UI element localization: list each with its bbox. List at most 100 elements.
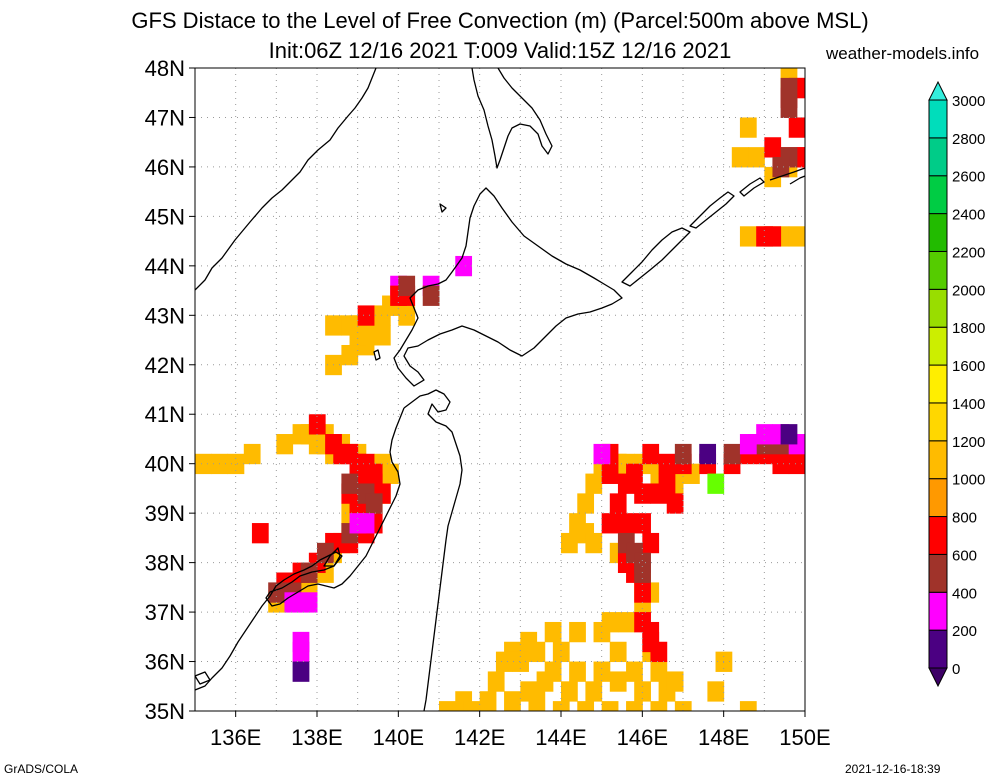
field-cell: [528, 641, 546, 663]
field-cell: [666, 493, 684, 514]
field-cell: [341, 473, 359, 494]
field-cell: [552, 701, 570, 711]
field-cell: [780, 424, 798, 445]
coastline: [195, 68, 805, 711]
field-cell: [642, 443, 660, 465]
field-cell: [707, 681, 725, 702]
lat-lon-grid: [195, 68, 805, 711]
northern-kurils-coastline: [769, 167, 805, 185]
field-cell: [658, 473, 676, 494]
field-cell: [788, 226, 805, 247]
urup-coastline: [739, 177, 765, 197]
sakhalin-coastline: [471, 68, 553, 169]
field-cell: [601, 701, 619, 711]
field-cell: [195, 453, 212, 475]
field-cell: [626, 701, 643, 711]
field-cell: [577, 701, 595, 711]
field-cell: [569, 621, 586, 643]
lat-tick-label: 37N: [145, 600, 185, 625]
field-cell: [455, 255, 473, 277]
lon-tick-label: 136E: [210, 725, 261, 750]
field-cell: [251, 523, 269, 544]
field-cell: [634, 681, 651, 702]
field-cell: [365, 493, 383, 514]
field-cell: [796, 77, 805, 99]
field-cell: [300, 592, 318, 613]
field-cell: [674, 701, 692, 711]
field-cell: [601, 513, 619, 534]
field-cell: [666, 671, 684, 692]
field-cell: [325, 315, 342, 336]
field-cell: [609, 671, 627, 692]
colorbar-segment: [928, 440, 948, 480]
colorbar-segment: [928, 629, 948, 669]
field-cell: [626, 661, 643, 682]
map-subtitle: Init:06Z 12/16 2021 T:009 Valid:15Z 12/1…: [0, 38, 1000, 64]
hokkaido-coastline: [393, 187, 623, 387]
field-cell: [463, 701, 481, 711]
colorbar-level-label: 2400: [952, 207, 985, 224]
field-cell: [308, 414, 326, 435]
field-cell: [382, 463, 399, 484]
colorbar-level-label: 2000: [952, 282, 985, 299]
field-cell: [292, 641, 310, 663]
field-cell: [658, 453, 676, 475]
colorbar-segment: [928, 99, 948, 139]
colorbar-segment: [928, 137, 948, 177]
field-cell: [699, 443, 717, 465]
field-cell: [561, 681, 578, 702]
lat-tick-label: 47N: [145, 105, 185, 130]
colorbar-segment: [928, 553, 948, 593]
software-credit: GrADS/COLA: [4, 762, 79, 776]
field-cell: [772, 157, 790, 178]
colorbar-level-label: 1800: [952, 320, 985, 337]
lat-tick-label: 45N: [145, 204, 185, 229]
field-cell: [552, 641, 570, 663]
lon-tick-label: 142E: [454, 725, 505, 750]
lfc-distance-field: [195, 68, 805, 711]
field-cell: [796, 147, 805, 168]
field-cell: [634, 513, 651, 534]
field-cell: [504, 691, 521, 711]
field-cell: [357, 513, 375, 534]
field-cell: [487, 671, 505, 692]
field-cell: [528, 691, 546, 711]
colorbar-level-label: 2200: [952, 244, 985, 261]
lon-tick-label: 138E: [291, 725, 342, 750]
field-cell: [349, 325, 367, 346]
field-cell: [764, 226, 782, 247]
field-cell: [341, 344, 359, 366]
field-cell: [373, 325, 391, 346]
field-cell: [585, 532, 603, 554]
field-cell: [780, 97, 798, 118]
field-cell: [650, 661, 668, 682]
field-cell: [634, 582, 651, 603]
plot-frame: [194, 67, 806, 712]
lat-tick-label: 36N: [145, 650, 185, 675]
field-cell: [780, 77, 798, 99]
colorbar-level-label: 1600: [952, 358, 985, 375]
longitude-axis: 136E 138E 140E 142E 144E 146E 148E 150E: [210, 711, 831, 750]
colorbar-segment: [928, 516, 948, 555]
field-cell: [227, 453, 245, 475]
colorbar-segment: [928, 250, 948, 290]
colorbar-segment: [928, 478, 948, 518]
field-cell: [317, 542, 334, 564]
colorbar-level-label: 600: [952, 547, 977, 564]
field-cell: [577, 493, 595, 514]
lat-tick-label: 39N: [145, 501, 185, 526]
field-cell: [788, 117, 805, 138]
field-cell: [617, 513, 635, 534]
lat-tick-label: 42N: [145, 353, 185, 378]
field-cell: [292, 661, 310, 682]
colorbar-level-label: 2600: [952, 169, 985, 186]
rishiri-coastline: [439, 203, 447, 213]
map-title: GFS Distace to the Level of Free Convect…: [131, 8, 869, 33]
field-cell: [422, 285, 440, 306]
field-cell: [788, 453, 805, 475]
field-cell: [739, 434, 757, 455]
field-cell: [674, 443, 692, 465]
field-cell: [650, 701, 668, 711]
lat-tick-label: 38N: [145, 551, 185, 576]
field-cell: [609, 641, 627, 663]
